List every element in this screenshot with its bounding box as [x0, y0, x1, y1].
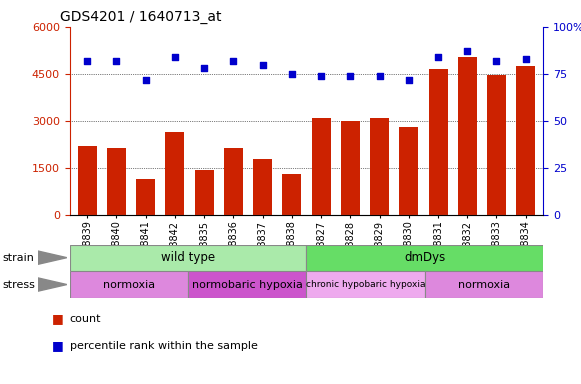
Bar: [136, 179, 155, 215]
Bar: [370, 118, 389, 215]
Bar: [458, 57, 477, 215]
Point: [492, 58, 501, 64]
Text: ■: ■: [52, 339, 64, 352]
Text: dmDys: dmDys: [404, 251, 446, 264]
Bar: [311, 118, 331, 215]
Bar: [195, 170, 214, 215]
Bar: [107, 147, 126, 215]
Point: [375, 73, 384, 79]
Bar: [282, 174, 302, 215]
Point: [112, 58, 121, 64]
Bar: [429, 69, 447, 215]
Point: [141, 76, 150, 83]
Bar: [253, 159, 272, 215]
Point: [346, 73, 355, 79]
Bar: [166, 132, 184, 215]
Bar: [307, 245, 543, 271]
Text: stress: stress: [3, 280, 36, 290]
Bar: [70, 271, 188, 298]
Polygon shape: [38, 278, 67, 291]
Bar: [78, 146, 97, 215]
Bar: [399, 127, 418, 215]
Bar: [425, 271, 543, 298]
Text: normobaric hypoxia: normobaric hypoxia: [192, 280, 303, 290]
Text: ■: ■: [52, 312, 64, 325]
Text: chronic hypobaric hypoxia: chronic hypobaric hypoxia: [306, 280, 425, 289]
Text: normoxia: normoxia: [458, 280, 510, 290]
Point: [287, 71, 296, 77]
Point: [462, 48, 472, 55]
Point: [258, 61, 267, 68]
Point: [83, 58, 92, 64]
Text: normoxia: normoxia: [103, 280, 155, 290]
Point: [229, 58, 238, 64]
Point: [433, 54, 443, 60]
Text: wild type: wild type: [161, 251, 215, 264]
Point: [170, 54, 180, 60]
Point: [404, 76, 414, 83]
Text: count: count: [70, 314, 101, 324]
Text: percentile rank within the sample: percentile rank within the sample: [70, 341, 257, 351]
Point: [199, 65, 209, 71]
Bar: [341, 121, 360, 215]
Polygon shape: [38, 251, 67, 264]
Bar: [307, 271, 425, 298]
Text: strain: strain: [3, 253, 35, 263]
Bar: [224, 147, 243, 215]
Bar: [487, 76, 506, 215]
Text: GDS4201 / 1640713_at: GDS4201 / 1640713_at: [60, 10, 222, 25]
Point: [317, 73, 326, 79]
Point: [521, 56, 530, 62]
Bar: [516, 66, 535, 215]
Bar: [70, 245, 307, 271]
Bar: [188, 271, 307, 298]
